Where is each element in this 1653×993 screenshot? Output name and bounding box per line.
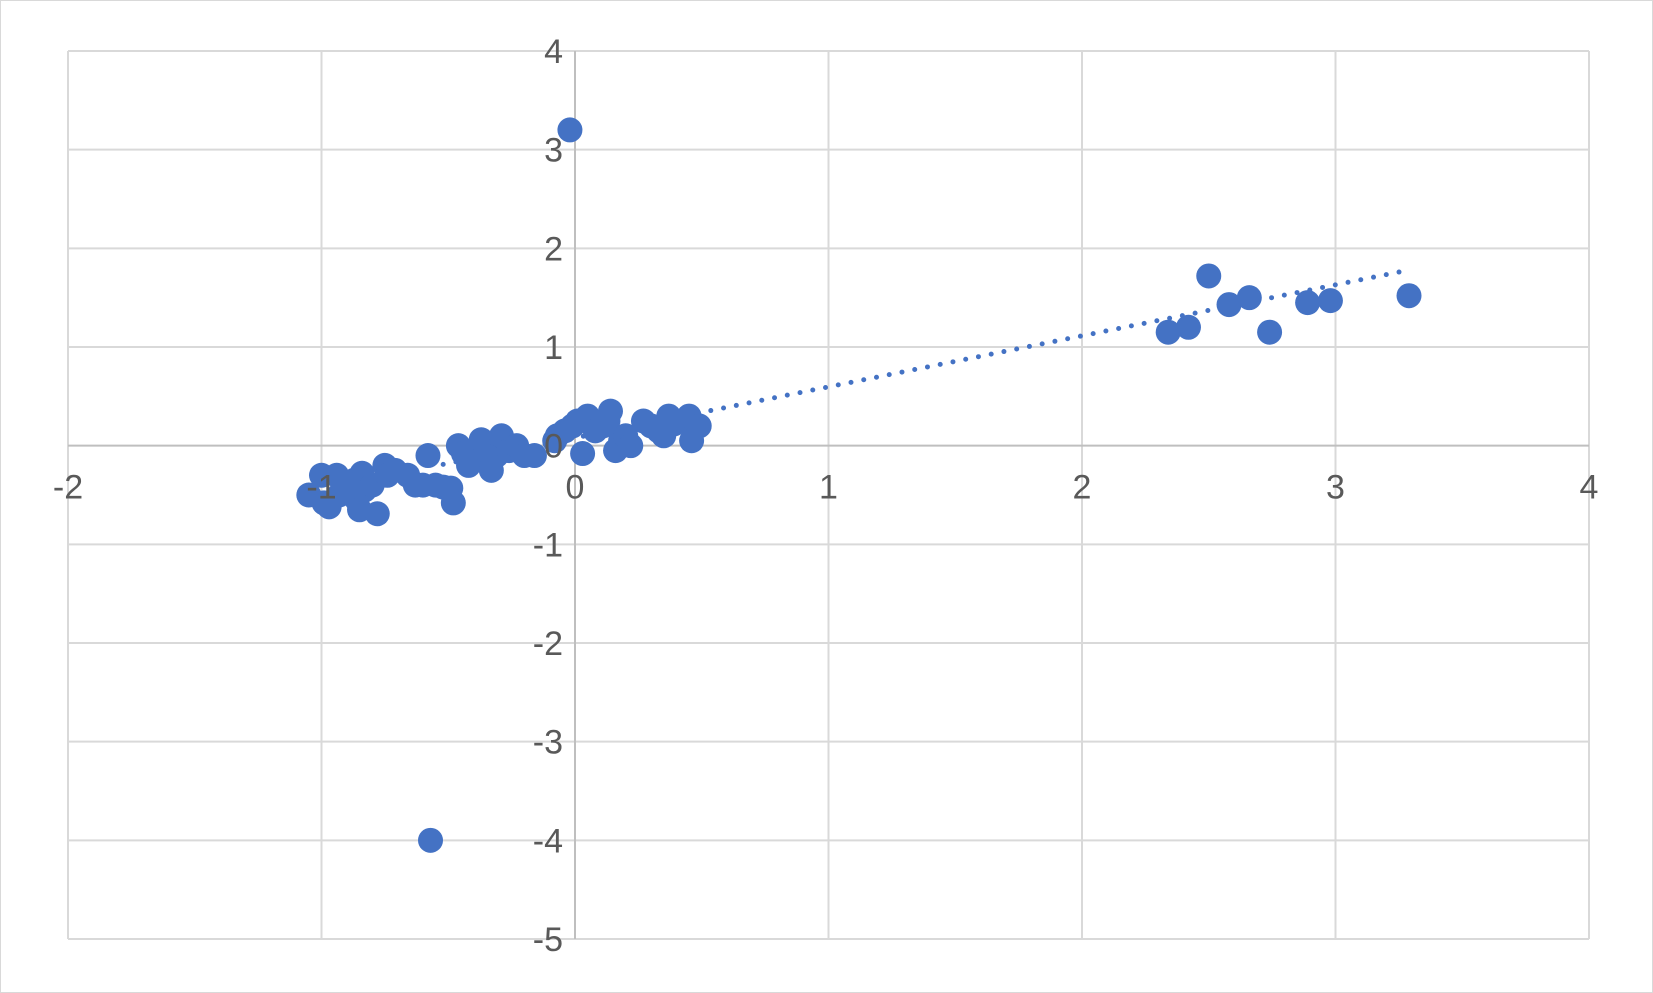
data-point — [1396, 283, 1422, 309]
data-point — [597, 398, 623, 424]
x-tick-labels: -2 -1 0 1 2 3 4 — [53, 469, 1599, 507]
data-point — [1257, 319, 1283, 345]
x-tick-label: 0 — [566, 469, 585, 507]
y-tick-labels: 4 3 2 1 0 -1 -2 -3 -4 -5 — [533, 33, 563, 959]
data-point — [570, 441, 596, 467]
y-tick-label: -3 — [533, 724, 563, 762]
y-tick-label: -4 — [533, 822, 563, 860]
data-point — [618, 433, 644, 459]
data-point — [415, 443, 441, 469]
data-point — [440, 490, 466, 516]
data-point — [418, 827, 444, 853]
x-tick-label: 4 — [1580, 469, 1599, 507]
axes — [68, 51, 1589, 939]
y-tick-label: 2 — [544, 230, 563, 268]
y-tick-label: 1 — [544, 329, 563, 367]
data-point — [1196, 263, 1222, 289]
y-tick-label: 4 — [544, 33, 563, 71]
x-tick-label: -2 — [53, 469, 83, 507]
y-tick-label: -5 — [533, 921, 563, 959]
data-point — [686, 413, 712, 439]
y-tick-label: -1 — [533, 526, 563, 564]
data-point — [521, 443, 547, 469]
y-tick-label: 3 — [544, 132, 563, 170]
data-point — [364, 501, 390, 527]
data-points — [296, 117, 1422, 853]
x-tick-label: 1 — [819, 469, 838, 507]
data-point — [1295, 290, 1321, 316]
data-point — [557, 117, 583, 143]
y-tick-label: -2 — [533, 625, 563, 663]
gridlines — [67, 50, 1590, 940]
data-point — [1317, 288, 1343, 314]
data-point — [1216, 292, 1242, 318]
data-point — [1236, 285, 1262, 311]
y-tick-label: 0 — [544, 428, 563, 466]
x-tick-label: 2 — [1073, 469, 1092, 507]
data-point — [1155, 319, 1181, 345]
data-point — [1175, 314, 1201, 340]
x-tick-label: 3 — [1326, 469, 1345, 507]
x-tick-label: -1 — [306, 469, 336, 507]
